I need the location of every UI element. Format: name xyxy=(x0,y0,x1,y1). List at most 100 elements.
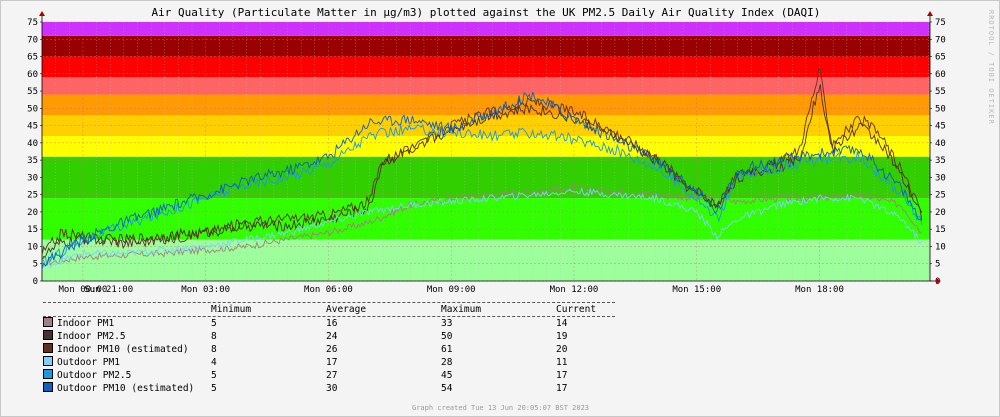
legend-maximum: 45 xyxy=(441,370,453,381)
legend-average: 24 xyxy=(326,331,338,342)
legend-series-label: Outdoor PM1 xyxy=(57,357,120,368)
daqi-band-6 xyxy=(42,77,930,95)
legend-series-label: Indoor PM10 (estimated) xyxy=(57,344,189,355)
y-tick-label-left: 0 xyxy=(33,277,38,287)
legend-average: 16 xyxy=(326,318,338,329)
legend-current: 17 xyxy=(556,370,568,381)
legend-header-name xyxy=(43,303,211,316)
legend-series-name: Indoor PM1 xyxy=(43,317,211,330)
daqi-band-7 xyxy=(42,56,930,78)
legend-row: Indoor PM10 (estimated) 8 26 61 20 xyxy=(43,343,615,356)
legend-minimum: 8 xyxy=(211,344,217,355)
legend-series-name: Indoor PM10 (estimated) xyxy=(43,343,211,356)
legend-current: 11 xyxy=(556,357,568,368)
legend-row: Outdoor PM2.5 5 27 45 17 xyxy=(43,369,615,382)
y-tick-label-right: 10 xyxy=(935,242,946,252)
y-tick-label-left: 15 xyxy=(27,225,38,235)
legend-series-label: Outdoor PM10 (estimated) xyxy=(57,383,195,394)
daqi-band-5 xyxy=(42,94,930,116)
legend-header-row: Minimum Average Maximum Current xyxy=(43,303,615,316)
legend-maximum: 28 xyxy=(441,357,453,368)
y-tick-label-right: 70 xyxy=(935,35,946,45)
y-tick-label-right: 45 xyxy=(935,122,946,132)
legend-table: Minimum Average Maximum Current xyxy=(43,303,615,316)
legend-header-average: Average xyxy=(326,304,367,315)
legend-average: 27 xyxy=(326,370,338,381)
legend-swatch xyxy=(43,382,53,392)
y-tick-label-right: 30 xyxy=(935,173,946,183)
daqi-band-0 xyxy=(42,239,930,281)
daqi-band-9 xyxy=(42,22,930,36)
legend-average: 17 xyxy=(326,357,338,368)
chart-title: Air Quality (Particulate Matter in µg/m3… xyxy=(152,6,821,19)
y-tick-label-right: 75 xyxy=(935,18,946,28)
daqi-band-3 xyxy=(42,135,930,157)
legend-maximum: 54 xyxy=(441,383,453,394)
y-tick-label-left: 30 xyxy=(27,173,38,183)
legend-swatch xyxy=(43,317,53,327)
x-axis-arrow xyxy=(936,278,941,284)
legend-swatch xyxy=(43,330,53,340)
series-line-outdoor-pm1 xyxy=(41,187,923,269)
y-tick-label-left: 50 xyxy=(27,104,38,114)
y-axis-arrow-right xyxy=(927,11,933,16)
legend-row: Indoor PM1 5 16 33 14 xyxy=(43,317,615,330)
legend-maximum: 50 xyxy=(441,331,453,342)
series-line-outdoor-pm2-5 xyxy=(41,123,923,266)
legend-header-current: Current xyxy=(556,304,597,315)
y-tick-label-left: 5 xyxy=(33,260,38,270)
x-tick-label: Sun 21:00 xyxy=(84,285,133,295)
daqi-band-8 xyxy=(42,35,930,57)
y-tick-label-left: 20 xyxy=(27,208,38,218)
legend-series-label: Outdoor PM2.5 xyxy=(57,370,132,381)
y-axis-arrow-left xyxy=(39,11,45,16)
graph-created-footer: Graph created Tue 13 Jun 20:05:07 BST 20… xyxy=(412,404,590,412)
y-tick-label-right: 20 xyxy=(935,208,946,218)
y-tick-label-right: 40 xyxy=(935,139,946,149)
legend-mid-rule xyxy=(43,316,615,317)
y-tick-label-left: 65 xyxy=(27,53,38,63)
legend-minimum: 4 xyxy=(211,357,217,368)
legend-current: 20 xyxy=(556,344,568,355)
y-tick-label-left: 55 xyxy=(27,87,38,97)
y-tick-label-left: 70 xyxy=(27,35,38,45)
legend-series-label: Indoor PM1 xyxy=(57,318,115,329)
y-tick-label-right: 55 xyxy=(935,87,946,97)
x-tick-label: Mon 18:00 xyxy=(795,285,844,295)
legend-header-maximum: Maximum xyxy=(441,304,482,315)
y-tick-label-right: 60 xyxy=(935,70,946,80)
y-tick-label-left: 75 xyxy=(27,18,38,28)
legend-average: 26 xyxy=(326,344,338,355)
legend-minimum: 5 xyxy=(211,370,217,381)
legend-row: Outdoor PM10 (estimated) 5 30 54 17 xyxy=(43,382,615,395)
y-tick-label-right: 50 xyxy=(935,104,946,114)
legend-swatch xyxy=(43,343,53,353)
legend-minimum: 5 xyxy=(211,383,217,394)
legend-row: Outdoor PM1 4 17 28 11 xyxy=(43,356,615,369)
x-tick-label: Mon 06:00 xyxy=(304,285,353,295)
legend-series-name: Outdoor PM10 (estimated) xyxy=(43,382,211,395)
x-tick-label: Mon 09:00 xyxy=(427,285,476,295)
y-tick-label-left: 25 xyxy=(27,191,38,201)
x-tick-label: Mon 15:00 xyxy=(672,285,721,295)
legend-swatch xyxy=(43,356,53,366)
legend-maximum: 33 xyxy=(441,318,453,329)
legend: Minimum Average Maximum Current Indoor P… xyxy=(43,302,615,395)
x-tick-label: Mon 03:00 xyxy=(181,285,230,295)
y-tick-label-left: 45 xyxy=(27,122,38,132)
legend-current: 17 xyxy=(556,383,568,394)
chart-plot: 0055101015152020252530303535404045455050… xyxy=(27,6,946,295)
legend-maximum: 61 xyxy=(441,344,453,355)
legend-rows: Indoor PM1 5 16 33 14 Indoor PM2.5 8 24 50 19 Indo… xyxy=(43,317,615,395)
legend-series-name: Outdoor PM1 xyxy=(43,356,211,369)
series-line-outdoor-pm10-estimated- xyxy=(41,91,923,270)
legend-row: Indoor PM2.5 8 24 50 19 xyxy=(43,330,615,343)
legend-header-minimum: Minimum xyxy=(211,304,252,315)
legend-series-name: Outdoor PM2.5 xyxy=(43,369,211,382)
y-tick-label-right: 15 xyxy=(935,225,946,235)
x-tick-label: Mon 00:00 xyxy=(59,285,108,295)
legend-series-label: Indoor PM2.5 xyxy=(57,331,126,342)
legend-current: 14 xyxy=(556,318,568,329)
legend-swatch xyxy=(43,369,53,379)
legend-minimum: 5 xyxy=(211,318,217,329)
